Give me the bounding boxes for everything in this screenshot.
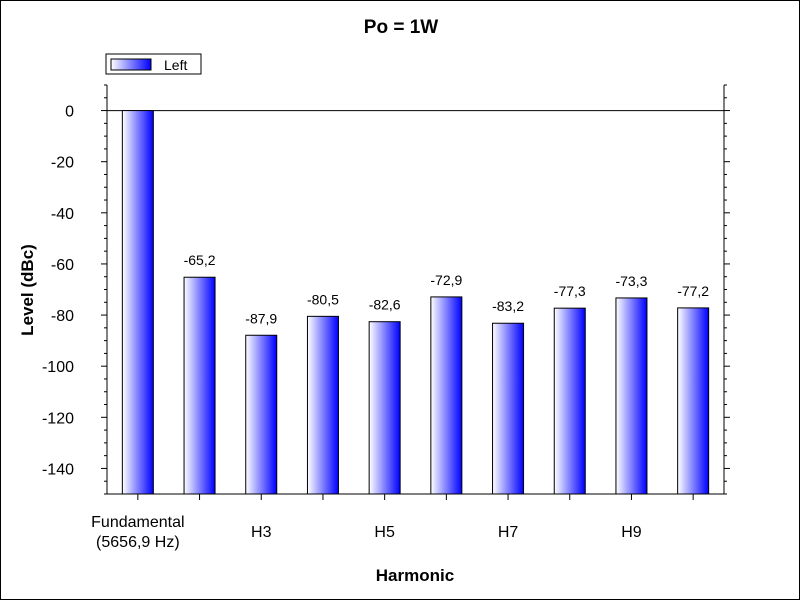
legend: Left	[105, 53, 202, 75]
bar	[492, 322, 525, 495]
data-label: -87,9	[245, 310, 277, 326]
y-tick-label: -80	[51, 308, 74, 325]
legend-swatch	[110, 58, 152, 71]
y-tick-label: 0	[65, 104, 74, 121]
legend-label: Left	[164, 57, 187, 73]
bar	[615, 297, 648, 495]
x-tick-label: Fundamental (5656,9 Hz)	[91, 514, 184, 551]
x-tick-label: H9	[621, 524, 642, 541]
x-tick-label: H7	[498, 524, 519, 541]
y-tick-label: -100	[42, 359, 74, 376]
y-tick-label: -140	[42, 461, 74, 478]
data-label: -82,6	[369, 297, 401, 313]
y-tick-label: -40	[51, 206, 74, 223]
bar	[306, 315, 339, 495]
x-tick-label: H5	[374, 524, 395, 541]
bar	[430, 296, 463, 495]
data-label: -83,2	[492, 298, 524, 314]
bar	[121, 110, 154, 495]
y-tick-label: -120	[42, 410, 74, 427]
x-tick-label: H3	[251, 524, 272, 541]
data-label: -80,5	[307, 291, 339, 307]
chart-title: Po = 1W	[364, 17, 438, 38]
bar	[368, 321, 401, 495]
bar	[677, 307, 710, 495]
bar	[183, 276, 216, 495]
x-axis-title: Harmonic	[376, 566, 454, 585]
plot-area: 0 -20 -40 -60 -80 -100 -120 -140 -65,2 -87,9 -80,5…	[42, 84, 730, 551]
data-label: -72,9	[430, 272, 462, 288]
y-tick-label: -20	[51, 155, 74, 172]
data-label: -77,2	[677, 283, 709, 299]
data-label: -77,3	[554, 283, 586, 299]
data-label: -65,2	[184, 252, 216, 268]
y-tick-label: -60	[51, 257, 74, 274]
data-label: -73,3	[615, 273, 647, 289]
y-axis-title: Level (dBc)	[18, 244, 37, 336]
bar	[553, 307, 586, 495]
bar	[245, 334, 278, 495]
